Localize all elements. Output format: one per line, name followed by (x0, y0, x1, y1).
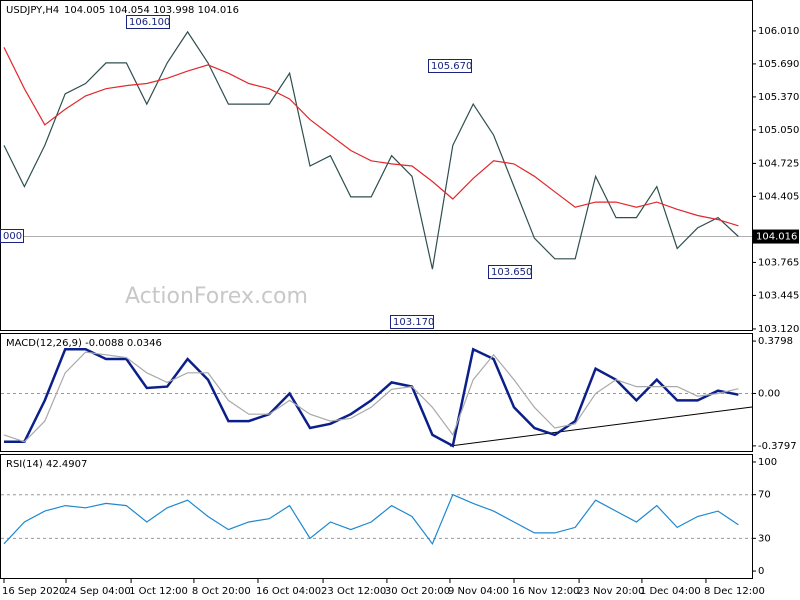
x-tick-label: 9 Nov 04:00 (448, 586, 509, 597)
series-line (3, 351, 739, 443)
series-line (3, 47, 739, 227)
annotation-box (488, 265, 532, 279)
annotation: 105.670 (431, 61, 472, 72)
macd-panel (0, 333, 753, 452)
x-tick-label: 16 Sep 2020 (2, 586, 65, 597)
x-tick-label: 16 Oct 04:00 (256, 586, 321, 597)
annotation: 103.650 (491, 267, 532, 278)
x-tick-label: 24 Sep 04:00 (64, 586, 131, 597)
last-price-label: 104.016 (756, 232, 797, 243)
annotation-box (428, 59, 472, 73)
y-tick-label: 30 (758, 533, 771, 544)
panel-title: RSI(14) 42.4907 (6, 459, 87, 470)
y-tick-label: 70 (758, 490, 771, 501)
x-tick-label: 23 Oct 12:00 (321, 586, 386, 597)
series-line (4, 347, 739, 448)
y-tick-label: 105.690 (758, 59, 799, 70)
y-tick-label: 106.010 (758, 26, 799, 37)
x-tick-label: 23 Nov 20:00 (577, 586, 644, 597)
y-tick-label: 104.725 (758, 158, 799, 169)
annotation-box (390, 315, 434, 329)
series-line (3, 30, 739, 270)
watermark: ActionForex.com (125, 284, 308, 309)
annotation-box (0, 229, 24, 243)
panel-title: USDJPY,H4 (6, 5, 59, 16)
y-tick-label: 103.120 (758, 324, 799, 335)
y-tick-label: 103.445 (758, 290, 799, 301)
y-tick-label: 100 (758, 457, 777, 468)
last-price-box (753, 229, 799, 244)
x-tick-label: 1 Dec 04:00 (640, 586, 701, 597)
panel-title: MACD(12,26,9) -0.0088 0.0346 (6, 338, 162, 349)
y-tick-label: 103.765 (758, 257, 799, 268)
x-tick-label: 8 Oct 20:00 (192, 586, 251, 597)
x-tick-label: 8 Dec 12:00 (704, 586, 765, 597)
annotation: 000 (3, 231, 22, 242)
annotation: 106.100 (129, 17, 170, 28)
y-tick-label: -0.3797 (758, 441, 797, 452)
panel-subtitle: 104.005 104.054 103.998 104.016 (64, 5, 239, 16)
price-panel (0, 0, 753, 331)
y-tick-label: 0 (758, 566, 764, 577)
y-tick-label: 105.370 (758, 92, 799, 103)
series-line (3, 493, 739, 546)
y-tick-label: 104.405 (758, 191, 799, 202)
x-tick-label: 1 Oct 12:00 (129, 586, 188, 597)
y-tick-label: 0.3798 (758, 336, 793, 347)
annotation: 103.170 (393, 317, 434, 328)
annotation-box (126, 15, 170, 29)
x-tick-label: 30 Oct 20:00 (385, 586, 450, 597)
trend-line (449, 406, 753, 447)
rsi-panel (0, 454, 753, 579)
y-tick-label: 0.00 (758, 388, 780, 399)
y-tick-label: 105.050 (758, 125, 799, 136)
x-tick-label: 16 Nov 12:00 (512, 586, 579, 597)
